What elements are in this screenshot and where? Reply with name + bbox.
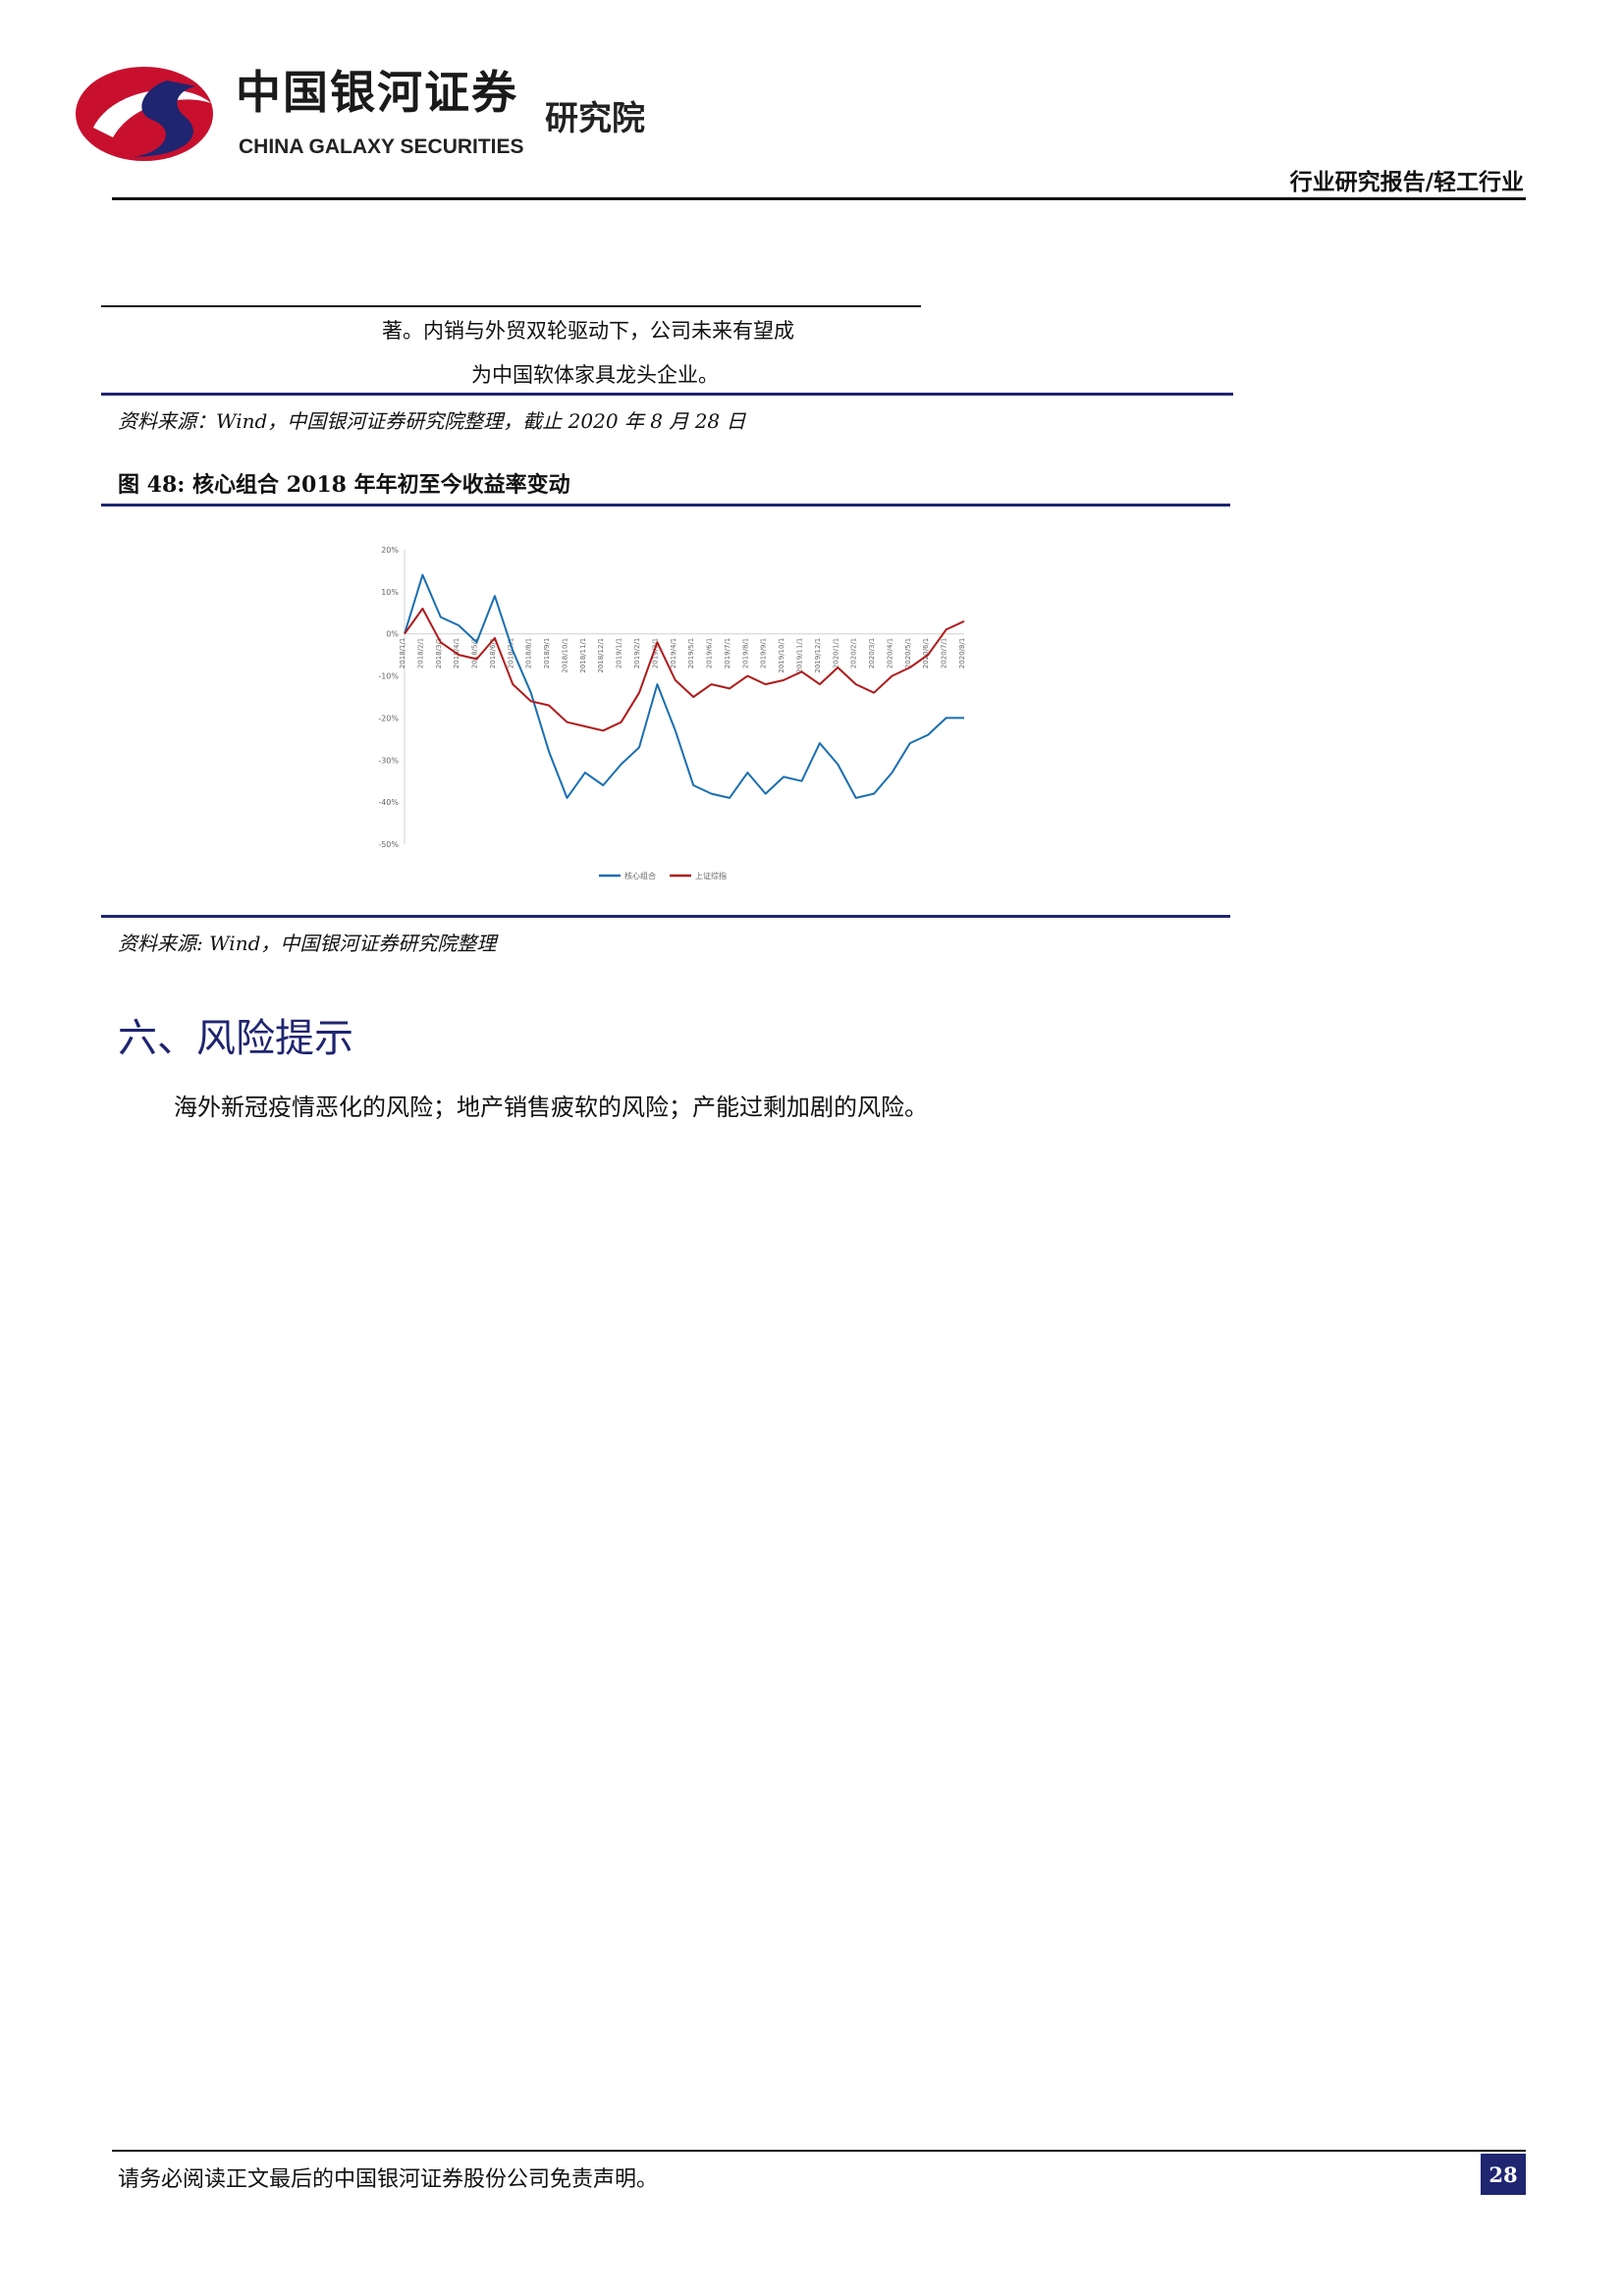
x-tick-label: 2019/8/1 (741, 638, 749, 668)
y-tick-label: 20% (381, 546, 399, 555)
x-tick-label: 2020/8/1 (958, 638, 966, 668)
x-tick-label: 2019/6/1 (706, 638, 714, 668)
logo-en-text: CHINA GALAXY SECURITIES (239, 135, 524, 158)
x-tick-label: 2019/12/1 (814, 638, 822, 673)
x-tick-label: 2019/4/1 (670, 638, 677, 668)
x-tick-label: 2019/1/1 (616, 638, 623, 668)
x-tick-label: 2018/6/1 (489, 638, 497, 668)
header-divider (112, 197, 1526, 200)
legend-label-1: 上证综指 (695, 871, 727, 881)
x-tick-label: 2019/11/1 (796, 638, 804, 673)
x-tick-label: 2018/11/1 (579, 638, 587, 673)
x-tick-label: 2018/8/1 (525, 638, 533, 668)
x-tick-label: 2020/7/1 (941, 638, 948, 668)
x-tick-label: 2020/5/1 (904, 638, 912, 668)
legend-label-0: 核心组合 (624, 871, 656, 881)
report-category: 行业研究报告/轻工行业 (1289, 169, 1524, 195)
figure-top-rule (101, 504, 1230, 507)
y-tick-label: 10% (381, 588, 399, 597)
footer-disclaimer: 请务必阅读正文最后的中国银河证券股份公司免责声明。 (118, 2167, 659, 2192)
table-source-note: 资料来源：Wind，中国银河证券研究院整理，截止 2020 年 8 月 28 日 (118, 409, 746, 433)
figure-source-note: 资料来源: Wind，中国银河证券研究院整理 (118, 932, 497, 955)
x-axis-ticks: 2018/1/1 2018/2/1 2018/3/1 2018/4/1 2018/5/1… (399, 638, 966, 673)
section-body-text: 海外新冠疫情恶化的风险；地产销售疲软的风险；产能过剩加剧的风险。 (174, 1094, 928, 1121)
x-tick-label: 2020/1/1 (832, 638, 839, 668)
y-tick-label: -10% (378, 672, 399, 681)
x-tick-label: 2018/5/1 (471, 638, 479, 668)
page-number: 28 (1481, 2154, 1526, 2195)
x-tick-label: 2018/10/1 (561, 638, 568, 673)
x-tick-label: 2019/2/1 (633, 638, 641, 668)
y-tick-label: 0% (386, 630, 399, 639)
y-tick-label: -30% (378, 756, 399, 765)
section-heading: 六、风险提示 (118, 1016, 353, 1061)
series-line-0 (404, 573, 964, 799)
table-cell-text-line2: 为中国软体家具龙头企业。 (471, 363, 719, 387)
series-line-1 (404, 608, 965, 732)
logo-institute-text: 研究院 (545, 99, 645, 138)
logo-cn-text: 中国银河证券 (236, 66, 518, 119)
y-axis-ticks: 20% 10% 0% -10% -20% -30% -40% -50% (378, 546, 399, 849)
x-tick-label: 2018/1/1 (399, 638, 406, 668)
returns-line-chart: 20% 10% 0% -10% -20% -30% -40% -50% 2018/1/1 201… (378, 546, 966, 881)
y-tick-label: -40% (378, 798, 399, 807)
x-tick-label: 2020/2/1 (850, 638, 858, 668)
logo-emblem-icon (76, 67, 213, 161)
y-tick-label: -50% (378, 840, 399, 849)
x-tick-label: 2019/3/1 (651, 638, 659, 668)
series-lines (404, 573, 965, 799)
table-cell-text-line1: 著。内销与外贸双轮驱动下，公司未来有望成 (382, 319, 794, 343)
x-tick-label: 2020/3/1 (868, 638, 876, 668)
x-tick-label: 2019/9/1 (760, 638, 768, 668)
x-tick-label: 2020/6/1 (922, 638, 930, 668)
logo: 中国银河证券 CHINA GALAXY SECURITIES 研究院 (74, 57, 702, 185)
x-tick-label: 2019/7/1 (724, 638, 731, 668)
x-tick-label: 2018/12/1 (597, 638, 605, 673)
figure-title: 图 48: 核心组合 2018 年年初至今收益率变动 (118, 472, 570, 498)
x-tick-label: 2018/2/1 (416, 638, 424, 668)
x-tick-label: 2019/5/1 (687, 638, 695, 668)
x-tick-label: 2019/10/1 (778, 638, 785, 673)
x-tick-label: 2018/3/1 (435, 638, 443, 668)
chart-legend: 核心组合 上证综指 (599, 871, 727, 881)
y-tick-label: -20% (378, 714, 399, 722)
table-top-rule (101, 305, 921, 307)
x-tick-label: 2018/7/1 (507, 638, 514, 668)
x-tick-label: 2018/9/1 (543, 638, 551, 668)
footer-divider (112, 2150, 1526, 2152)
table-bottom-rule (101, 393, 1233, 396)
figure-bottom-rule (101, 915, 1230, 918)
x-tick-label: 2020/4/1 (886, 638, 893, 668)
